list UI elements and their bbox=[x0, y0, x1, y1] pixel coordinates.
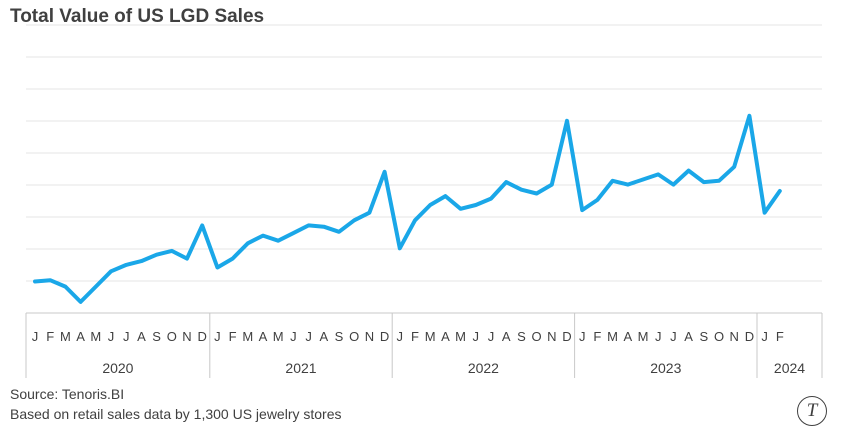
source-text: Source: Tenoris.BI bbox=[10, 386, 125, 402]
month-tick-label: A bbox=[319, 329, 328, 344]
month-tick-label: J bbox=[761, 329, 768, 344]
series-layer bbox=[33, 113, 782, 304]
month-tick-label: O bbox=[714, 329, 724, 344]
month-tick-label: O bbox=[349, 329, 359, 344]
month-tick-label: N bbox=[182, 329, 191, 344]
month-tick-label: A bbox=[76, 329, 85, 344]
month-tick-label: D bbox=[562, 329, 571, 344]
month-tick-label: J bbox=[123, 329, 130, 344]
month-tick-label: J bbox=[305, 329, 312, 344]
month-tick-label: S bbox=[335, 329, 344, 344]
year-tick-label: 2021 bbox=[285, 360, 316, 376]
month-tick-label: J bbox=[655, 329, 662, 344]
tenoris-logo: T bbox=[797, 396, 827, 426]
month-tick-label: A bbox=[137, 329, 146, 344]
footnote-text: Based on retail sales data by 1,300 US j… bbox=[10, 406, 342, 422]
month-tick-label: J bbox=[32, 329, 39, 344]
month-tick-label: N bbox=[730, 329, 739, 344]
month-tick-label: S bbox=[517, 329, 526, 344]
month-tick-label: S bbox=[152, 329, 161, 344]
month-tick-label: M bbox=[60, 329, 71, 344]
month-tick-label: O bbox=[167, 329, 177, 344]
month-tick-label: J bbox=[214, 329, 221, 344]
month-tick-label: D bbox=[380, 329, 389, 344]
month-tick-label: A bbox=[684, 329, 693, 344]
year-tick-label: 2024 bbox=[774, 360, 805, 376]
month-tick-label: S bbox=[699, 329, 708, 344]
month-tick-label: M bbox=[242, 329, 253, 344]
month-tick-label: F bbox=[411, 329, 419, 344]
month-tick-label: M bbox=[425, 329, 436, 344]
month-tick-label: F bbox=[229, 329, 237, 344]
month-tick-label: D bbox=[198, 329, 207, 344]
month-tick-label: A bbox=[441, 329, 450, 344]
year-tick-label: 2023 bbox=[650, 360, 681, 376]
month-tick-label: A bbox=[502, 329, 511, 344]
year-tick-label: 2022 bbox=[468, 360, 499, 376]
month-tick-label: O bbox=[532, 329, 542, 344]
month-tick-label: D bbox=[745, 329, 754, 344]
month-tick-label: F bbox=[776, 329, 784, 344]
month-tick-label: M bbox=[455, 329, 466, 344]
chart-title: Total Value of US LGD Sales bbox=[10, 6, 265, 27]
month-tick-label: N bbox=[365, 329, 374, 344]
month-tick-label: M bbox=[273, 329, 284, 344]
month-tick-label: J bbox=[397, 329, 404, 344]
month-tick-label: A bbox=[623, 329, 632, 344]
month-tick-label: F bbox=[46, 329, 54, 344]
month-tick-label: M bbox=[638, 329, 649, 344]
year-tick-label: 2020 bbox=[102, 360, 133, 376]
series-line bbox=[33, 113, 782, 304]
month-tick-label: F bbox=[593, 329, 601, 344]
month-tick-label: J bbox=[579, 329, 586, 344]
month-tick-label: M bbox=[90, 329, 101, 344]
gridlines bbox=[26, 24, 822, 282]
month-tick-label: J bbox=[670, 329, 677, 344]
month-tick-label: A bbox=[259, 329, 268, 344]
month-tick-label: J bbox=[290, 329, 297, 344]
month-tick-label: J bbox=[108, 329, 115, 344]
month-tick-label: N bbox=[547, 329, 556, 344]
month-tick-label: M bbox=[607, 329, 618, 344]
month-tick-label: J bbox=[488, 329, 495, 344]
month-tick-label: J bbox=[473, 329, 480, 344]
